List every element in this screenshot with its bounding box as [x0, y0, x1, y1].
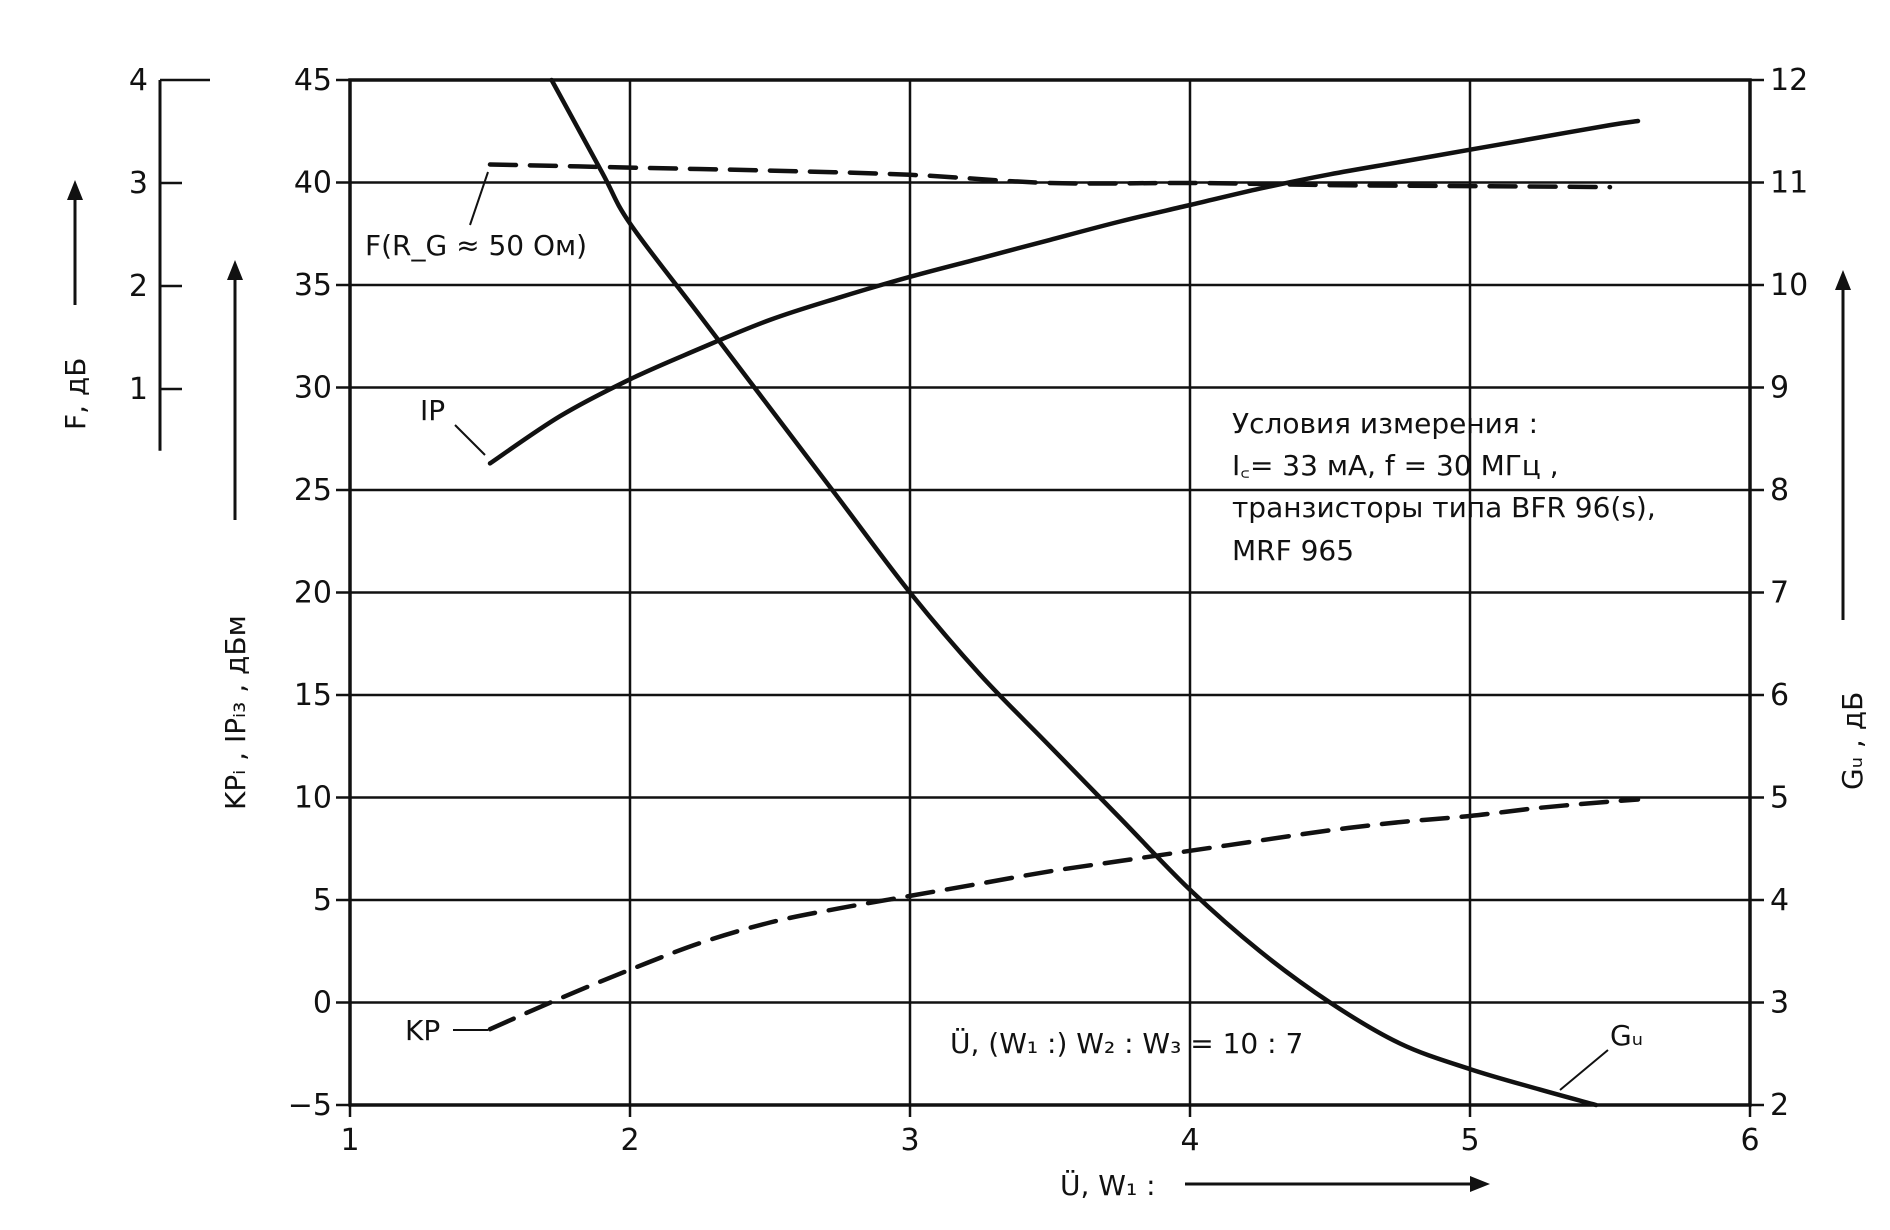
y-right-tick-label: 10	[1770, 268, 1808, 303]
series-line-g	[549, 77, 1599, 1108]
gu-label: Gᵤ	[1610, 1019, 1643, 1052]
y-left-tick-label: 40	[294, 166, 332, 201]
ratio-note: Ü, (W₁ :) W₂ : W₃ = 10 : 7	[950, 1026, 1303, 1060]
x-tick-label: 6	[1740, 1123, 1759, 1158]
y-right-tick-label: 4	[1770, 883, 1789, 918]
ticks-layer: 1 2 3 4 5 6−505101520253035404523456789101112…	[129, 63, 1808, 1158]
conditions-line1: I꜀= 33 мА, f = 30 МГц ,	[1232, 449, 1559, 482]
y-left-tick-label: 0	[313, 986, 332, 1021]
x-tick-label: 1	[340, 1123, 359, 1158]
series-line-ip	[487, 118, 1641, 466]
y-left-outer-arrowhead	[67, 180, 83, 200]
f-tick-label: 1	[129, 372, 148, 407]
conditions-line3: MRF 965	[1232, 534, 1354, 567]
ip-label: IP	[420, 394, 445, 427]
y-right-tick-label: 5	[1770, 781, 1789, 816]
y-left-tick-label: 15	[294, 678, 332, 713]
f-tick-label: 2	[129, 269, 148, 304]
f-tick-label: 3	[129, 166, 148, 201]
kp-label: KP	[405, 1014, 440, 1047]
x-axis-label: Ü, W₁ :	[1060, 1168, 1156, 1202]
series-layer	[487, 77, 1641, 1108]
x-tick-label: 5	[1460, 1123, 1479, 1158]
y-right-arrowhead	[1835, 270, 1851, 290]
y-left-tick-label: −5	[288, 1088, 332, 1123]
f-label: F(R_G ≈ 50 Ом)	[365, 229, 587, 262]
y-left-outer-label: F, дБ	[59, 358, 92, 430]
y-left-tick-label: 30	[294, 371, 332, 406]
y-left-tick-label: 35	[294, 268, 332, 303]
f-tick-label: 4	[129, 63, 148, 98]
f-leader	[469, 171, 489, 226]
conditions-line2: транзисторы типа BFR 96(s),	[1232, 491, 1656, 524]
x-tick-label: 4	[1180, 1123, 1199, 1158]
x-tick-label: 2	[620, 1123, 639, 1158]
y-left-tick-label: 10	[294, 781, 332, 816]
y-left-main-label: KPᵢ , IPᵢ₃ , дБм	[219, 615, 252, 810]
series-line-kp	[487, 797, 1641, 1032]
conditions-title: Условия измерения :	[1232, 407, 1538, 440]
y-right-tick-label: 7	[1770, 576, 1789, 611]
y-right-tick-label: 8	[1770, 473, 1789, 508]
series-line-f	[487, 162, 1613, 190]
y-right-label: Gᵤ , дБ	[1836, 692, 1869, 790]
y-right-tick-label: 12	[1770, 63, 1808, 98]
gu-leader	[1559, 1049, 1609, 1091]
x-axis-arrowhead	[1470, 1176, 1490, 1192]
y-left-main-arrowhead	[227, 260, 243, 280]
x-tick-label: 3	[900, 1123, 919, 1158]
y-right-tick-label: 9	[1770, 371, 1789, 406]
y-left-tick-label: 5	[313, 883, 332, 918]
y-left-tick-label: 45	[294, 63, 332, 98]
y-right-tick-label: 3	[1770, 986, 1789, 1021]
y-right-tick-label: 6	[1770, 678, 1789, 713]
y-left-tick-label: 25	[294, 473, 332, 508]
y-right-tick-label: 11	[1770, 166, 1808, 201]
y-right-tick-label: 2	[1770, 1088, 1789, 1123]
y-left-tick-label: 20	[294, 576, 332, 611]
ip-leader	[454, 424, 486, 456]
